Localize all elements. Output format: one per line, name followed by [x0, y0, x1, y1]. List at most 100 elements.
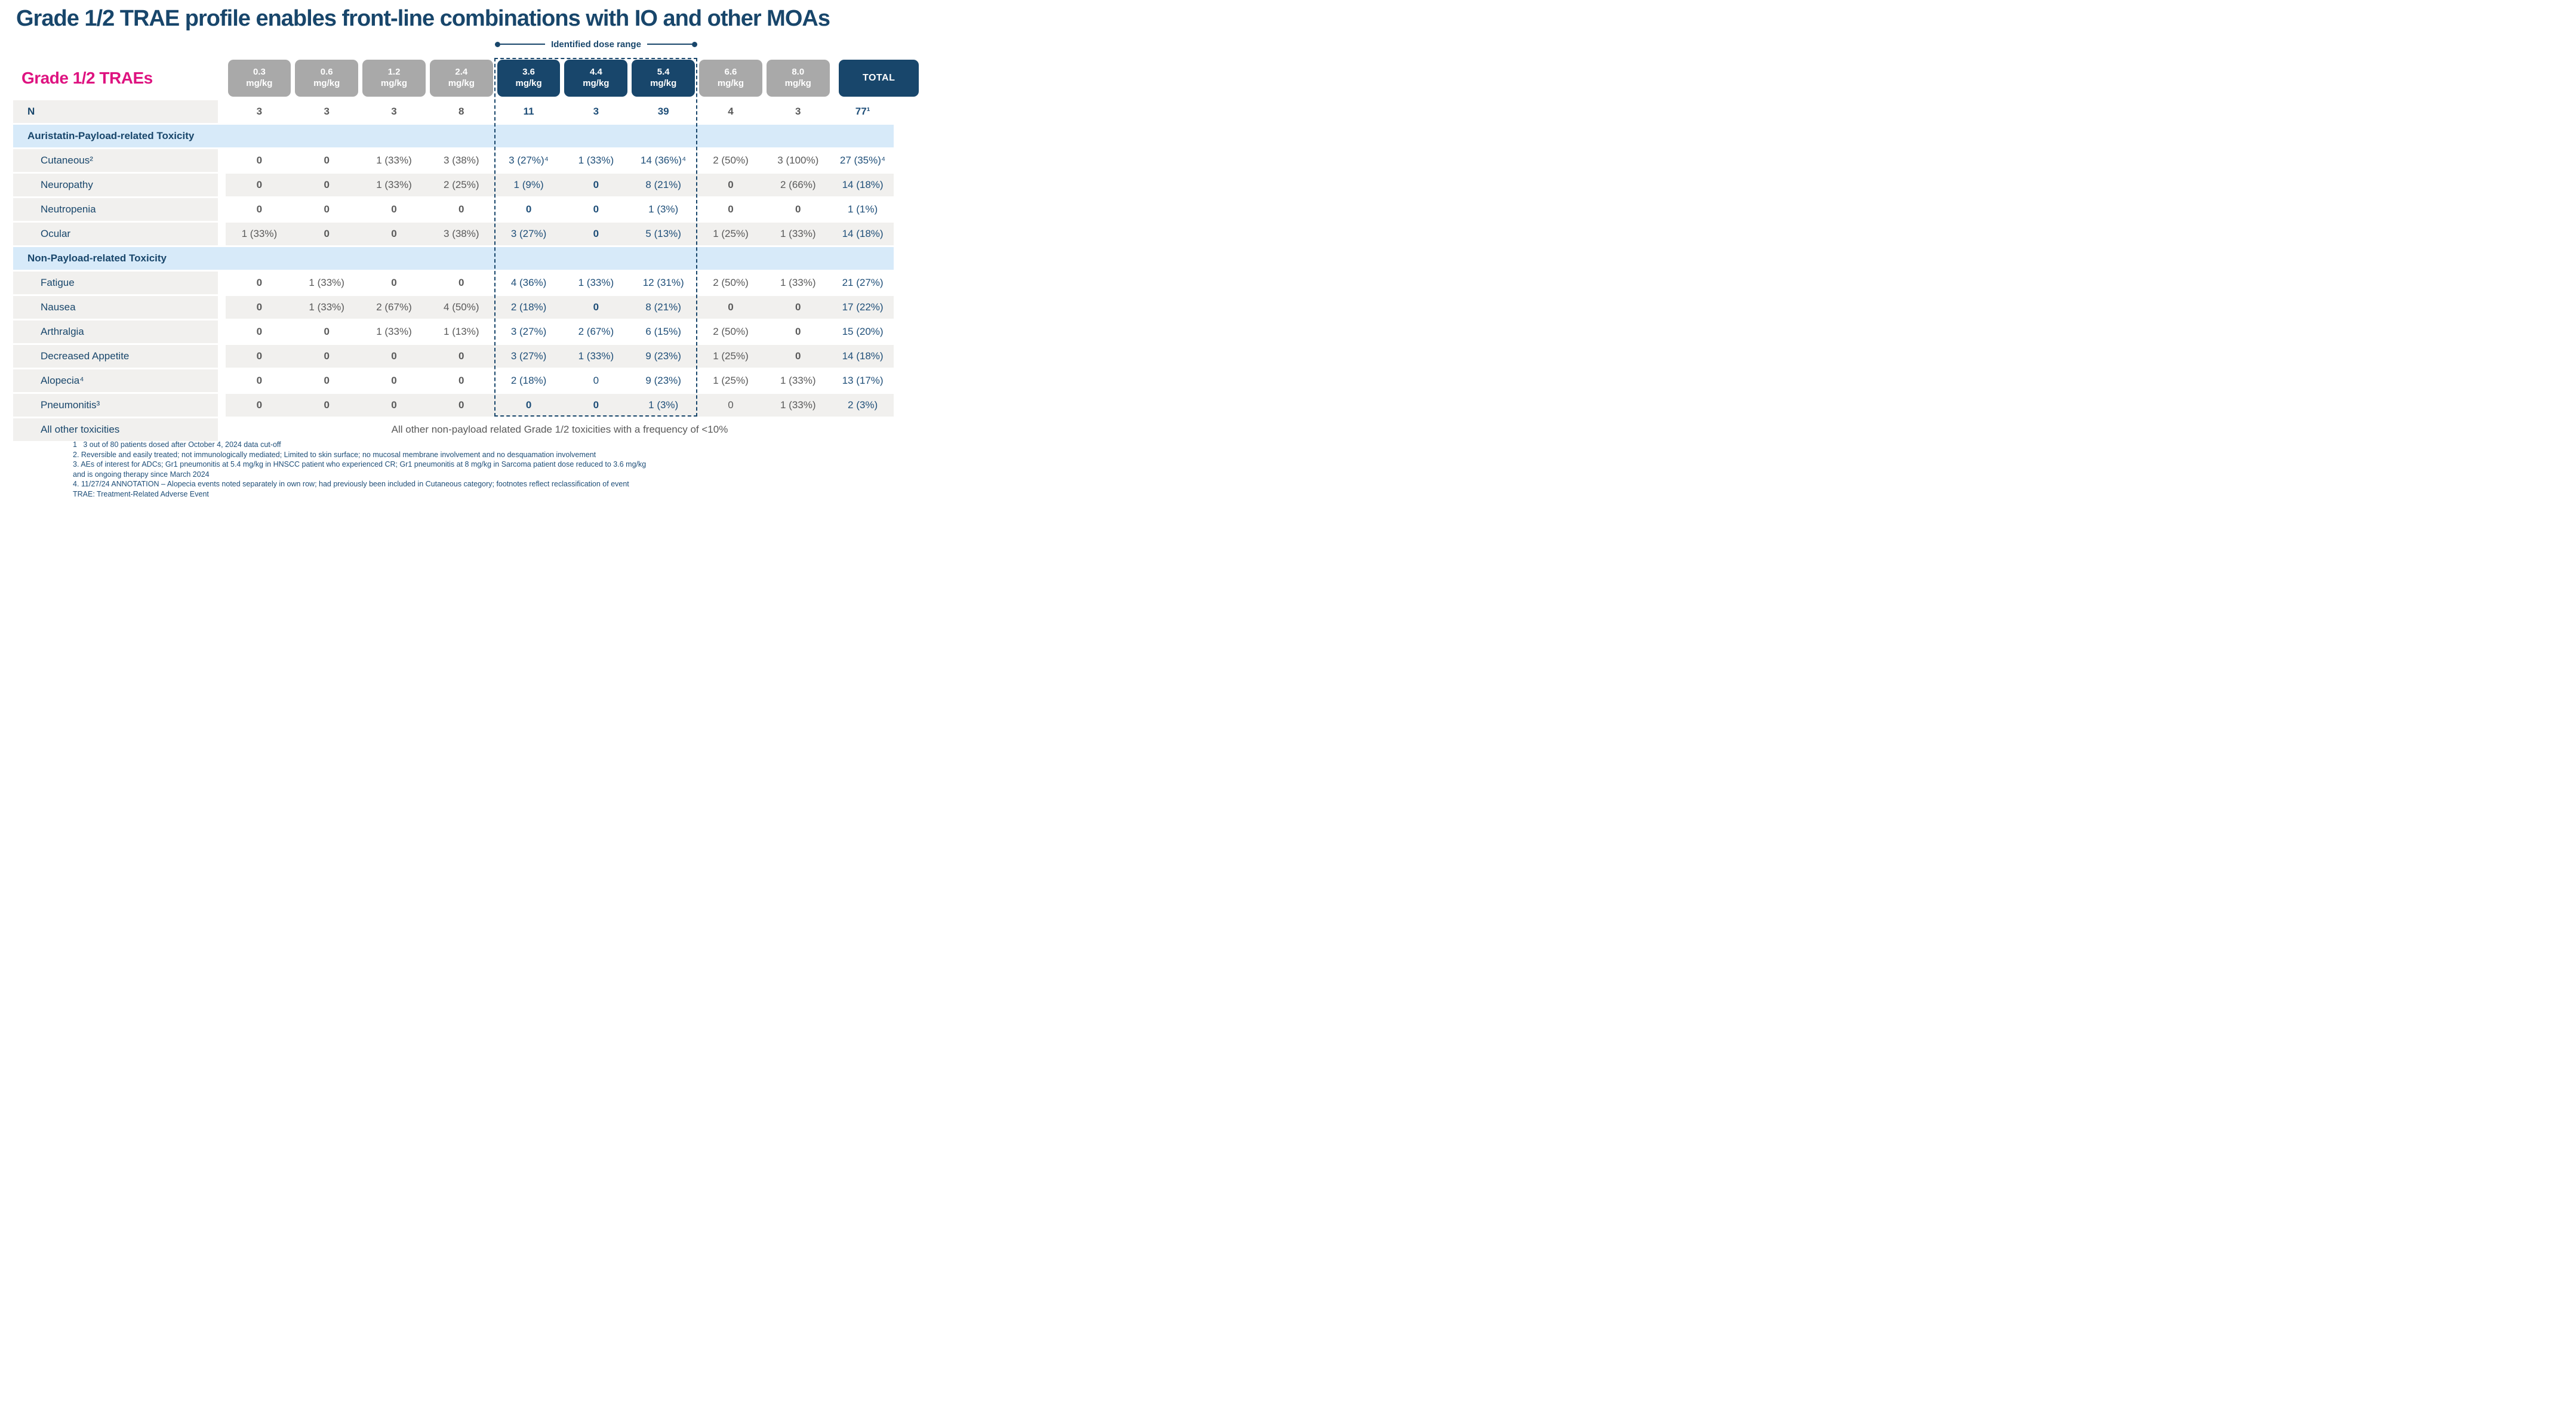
footnote: 3. AEs of interest for ADCs; Gr1 pneumon… — [73, 460, 647, 469]
column-dose-label: TOTAL — [863, 73, 895, 83]
span-row-text: All other non-payload related Grade 1/2 … — [391, 424, 728, 435]
cell-value: 12 (31%) — [642, 277, 684, 288]
cell-value: 0 — [593, 375, 599, 386]
table-row: N 3 3 3 8 11 3 39 4 3 77¹ — [13, 100, 894, 123]
column-unit-label: mg/kg — [583, 78, 610, 88]
cell-value: 1 (33%) — [578, 277, 614, 288]
cell-value: 14 (18%) — [832, 174, 894, 196]
cell-value: 39 — [657, 106, 669, 117]
table-row: Pneumonitis³ 0 0 0 0 0 0 1 (3%) 0 1 (33%) 2 (3%) — [13, 394, 894, 417]
table-row: Fatigue 0 1 (33%) 0 0 4 (36%) 1 (33%) 12 (31%) 2… — [13, 272, 894, 294]
column-unit-label: mg/kg — [515, 78, 542, 88]
cell-value: 2 (50%) — [713, 155, 749, 166]
cell-value: 0 — [391, 375, 397, 386]
column-dose-label: 4.4 — [589, 67, 602, 78]
row-label: Neuropathy — [13, 174, 218, 196]
column-header-pill: 2.4 mg/kg — [429, 60, 493, 97]
row-label: Neutropenia — [13, 198, 218, 221]
cell-value: 2 (66%) — [764, 174, 832, 196]
cell-value: 0 — [324, 375, 330, 386]
cell-value: 3 — [391, 106, 397, 117]
cell-value: 0 — [226, 394, 293, 417]
column-unit-label: mg/kg — [313, 78, 340, 88]
cell-value: 0 — [764, 345, 832, 368]
cell-value: 13 (17%) — [842, 375, 884, 386]
column-unit-label: mg/kg — [448, 78, 475, 88]
table-corner-label: Grade 1/2 TRAEs — [21, 69, 153, 87]
cell-value: 1 (25%) — [713, 375, 749, 386]
cell-value: 0 — [293, 223, 361, 245]
cell-value: 1 (33%) — [780, 277, 816, 288]
footnote: 2. Reversible and easily treated; not im… — [73, 450, 596, 459]
cell-value: 9 (23%) — [645, 375, 681, 386]
row-label: Cutaneous² — [13, 149, 218, 172]
cell-value: 2 (50%) — [713, 277, 749, 288]
cell-value: 0 — [795, 204, 801, 215]
identified-dose-range-annotation: Identified dose range — [495, 38, 698, 50]
row-label: Arthralgia — [13, 320, 218, 343]
cell-value: 2 (67%) — [360, 296, 428, 319]
cell-value: 0 — [256, 277, 263, 288]
cell-value: 0 — [360, 223, 428, 245]
cell-value: 1 (33%) — [293, 296, 361, 319]
cell-value: 3 (27%) — [495, 345, 562, 368]
cell-value: 1 (9%) — [495, 174, 562, 196]
column-dose-label: 8.0 — [792, 67, 805, 78]
cell-value: 3 — [324, 106, 330, 117]
cell-value: 0 — [256, 326, 263, 337]
cell-value: 27 (35%)⁴ — [839, 155, 886, 166]
column-header-pill: 5.4 mg/kg — [632, 60, 695, 97]
cell-value: 15 (20%) — [842, 326, 884, 337]
table-row: Decreased Appetite 0 0 0 0 3 (27%) 1 (33%) 9 (2… — [13, 345, 894, 368]
cell-value: 1 (33%) — [226, 223, 293, 245]
cell-value: 0 — [728, 204, 734, 215]
cell-value: 5 (13%) — [629, 223, 697, 245]
row-label: Pneumonitis³ — [13, 394, 218, 417]
slide: { "title": "Grade 1/2 TRAE profile enabl… — [0, 0, 921, 505]
cell-value: 3 (38%) — [444, 155, 479, 166]
cell-value: 0 — [391, 204, 397, 215]
row-label: N — [13, 100, 218, 123]
cell-value: 2 (50%) — [713, 326, 749, 337]
cell-value: 3 (27%) — [510, 326, 547, 337]
cell-value: 0 — [360, 345, 428, 368]
row-label: Ocular — [13, 223, 218, 245]
span-row: All other toxicities All other non-payloa… — [13, 418, 894, 441]
column-unit-label: mg/kg — [784, 78, 811, 88]
cell-value: 0 — [256, 204, 263, 215]
cell-value: 2 (67%) — [578, 326, 614, 337]
table-row: Neutropenia 0 0 0 0 0 0 1 (3%) 0 0 1 (1%) — [13, 198, 894, 221]
column-header-pill: 3.6 mg/kg — [497, 60, 561, 97]
row-label: Decreased Appetite — [13, 345, 218, 368]
identified-dose-range-label: Identified dose range — [551, 39, 641, 50]
cell-value: 3 — [795, 106, 801, 117]
table-row: Arthralgia 0 0 1 (33%) 1 (13%) 3 (27%) 2 (67%)… — [13, 320, 894, 343]
column-dose-label: 1.2 — [387, 67, 401, 78]
cell-value: 1 (13%) — [444, 326, 479, 337]
cell-value: 0 — [293, 394, 361, 417]
cell-value: 0 — [525, 204, 532, 215]
cell-value: 1 (33%) — [764, 394, 832, 417]
section-header-label: Non-Payload-related Toxicity — [13, 247, 894, 270]
table-row: Alopecia⁴ 0 0 0 0 2 (18%) 0 9 (23%) 1 (25%) 1 (33… — [13, 369, 894, 392]
footnotes: 1 3 out of 80 patients dosed after Octob… — [73, 440, 885, 500]
cell-value: 1 (33%) — [360, 174, 428, 196]
cell-value: 0 — [293, 345, 361, 368]
cell-value: 0 — [293, 174, 361, 196]
column-header-pill: 0.3 mg/kg — [227, 60, 291, 97]
table-header-row: Grade 1/2 TRAEs 0.3 mg/kg 0.6 mg/kg 1.2 mg/kg… — [13, 60, 919, 97]
cell-value: 0 — [562, 174, 630, 196]
column-dose-label: 0.6 — [320, 67, 333, 78]
cell-value: 11 — [523, 106, 534, 117]
cell-value: 1 (33%) — [578, 155, 614, 166]
cell-value: 0 — [458, 375, 464, 386]
cell-value: 0 — [562, 296, 630, 319]
cell-value: 0 — [324, 326, 330, 337]
cell-value: 0 — [562, 223, 630, 245]
cell-value: 0 — [324, 155, 330, 166]
cell-value: 1 (33%) — [780, 375, 816, 386]
cell-value: 0 — [458, 277, 464, 288]
cell-value: 3 (38%) — [427, 223, 495, 245]
column-dose-label: 5.4 — [657, 67, 670, 78]
column-dose-label: 0.3 — [253, 67, 266, 78]
